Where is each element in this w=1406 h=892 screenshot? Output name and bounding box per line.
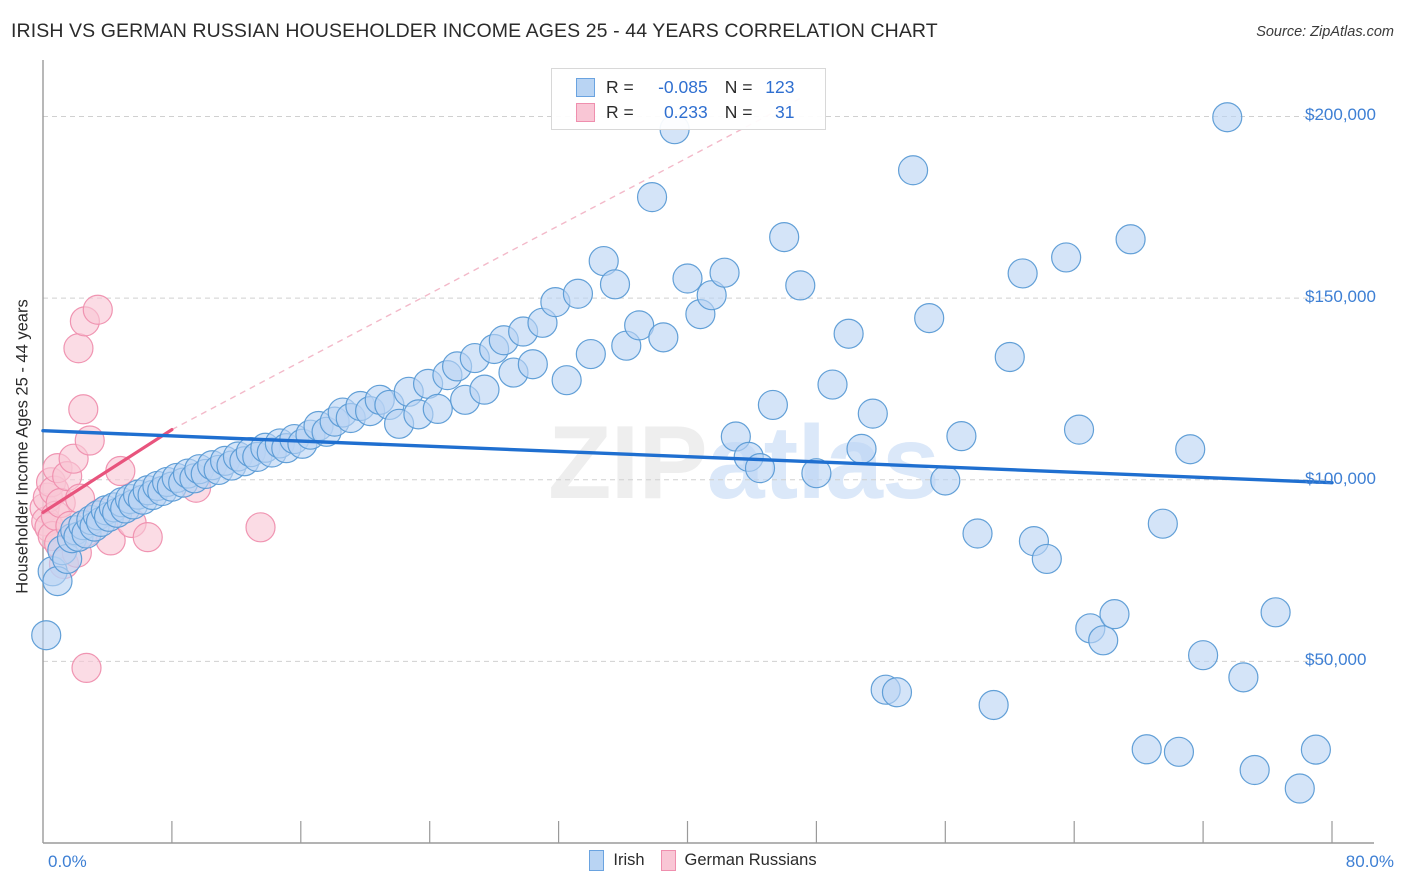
x-tick-label-max: 80.0% <box>1345 852 1394 871</box>
series-label-irish: Irish <box>613 851 645 869</box>
legend-n-value-irish: 123 <box>765 77 795 97</box>
trendline-irish <box>41 429 1334 485</box>
y-tick-label-150000: $150,000 <box>1305 287 1376 307</box>
trendline-german-russians <box>41 97 801 515</box>
axis-lines <box>42 60 1374 844</box>
source-attribution: Source: ZipAtlas.com <box>1256 24 1394 40</box>
series-swatch-irish <box>589 850 605 871</box>
legend-swatch-irish <box>576 78 595 97</box>
correlation-legend: R = -0.085 N = 123 R = 0.233 N = 31 <box>551 68 826 130</box>
legend-n-label-german-russians: N = <box>724 102 753 122</box>
legend-row-german-russians: R = 0.233 N = 31 <box>576 100 825 125</box>
series-swatch-german-russians <box>660 850 676 871</box>
legend-r-label-german-russians: R = <box>606 102 634 122</box>
legend-n-label-irish: N = <box>724 77 753 97</box>
y-tick-label-50000: $50,000 <box>1305 650 1367 670</box>
legend-row-irish: R = -0.085 N = 123 <box>576 75 825 100</box>
gridlines <box>43 115 1332 662</box>
y-tick-label-200000: $200,000 <box>1305 105 1376 125</box>
legend-r-value-german-russians: 0.233 <box>663 102 708 122</box>
legend-r-value-irish: -0.085 <box>658 77 708 97</box>
series-legend: Irish German Russians <box>0 850 1406 871</box>
x-tick-label-min: 0.0% <box>48 852 87 871</box>
series-label-german-russians: German Russians <box>684 851 817 869</box>
series-legend-item-german-russians[interactable]: German Russians <box>660 850 817 871</box>
page-title: IRISH VS GERMAN RUSSIAN HOUSEHOLDER INCO… <box>11 20 938 42</box>
series-legend-item-irish[interactable]: Irish <box>589 850 645 871</box>
legend-r-label-irish: R = <box>606 77 634 97</box>
data-points-irish <box>31 102 1331 804</box>
legend-n-value-german-russians: 31 <box>775 102 795 122</box>
y-tick-label-100000: $100,000 <box>1305 468 1376 488</box>
legend-swatch-german-russians <box>576 103 595 122</box>
x-tick-marks <box>171 821 1333 843</box>
